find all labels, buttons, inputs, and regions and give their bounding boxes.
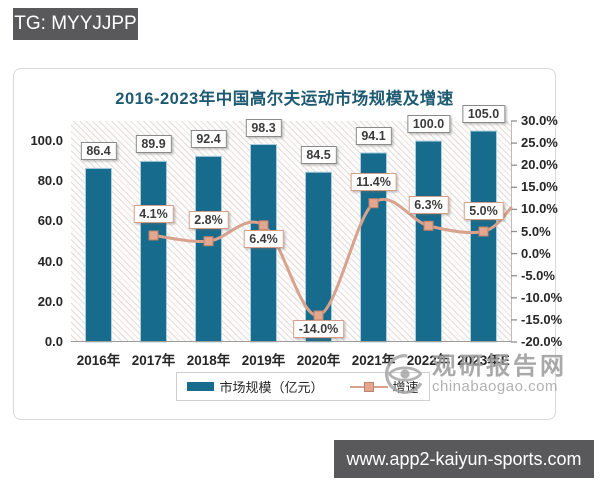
bar-swatch-icon	[187, 382, 215, 391]
chart-card: 2016-2023年中国高尔夫运动市场规模及增速 86.4 89.9 92.4 98.…	[13, 68, 562, 420]
growth-value-label: 11.4%	[350, 173, 397, 192]
left-axis-tick-label: 80.0	[37, 173, 63, 189]
legend-item-growth: 增速	[349, 377, 419, 396]
url-badge-text: www.app2-kaiyun-sports.com	[346, 448, 582, 469]
right-axis-tick-label: 10.0%	[521, 201, 558, 217]
left-axis-tick-label: 0.0	[44, 334, 63, 349]
growth-marker	[368, 198, 379, 209]
growth-marker	[478, 226, 489, 237]
right-axis-tick-label: 0.0%	[521, 245, 551, 261]
x-axis-tick-label: 2018年	[186, 353, 231, 368]
x-axis-tick-label: 2021年	[351, 353, 396, 368]
right-axis-tick-label: 30.0%	[521, 113, 558, 128]
right-axis-tick-label: 15.0%	[521, 179, 558, 195]
growth-value-label: 5.0%	[463, 201, 504, 220]
plot-area: 86.4 89.9 92.4 98.3 84.5 94.1 100.0 105.0 4.1% 2.…	[71, 105, 517, 343]
left-axis-tick-label: 60.0	[37, 213, 63, 229]
growth-value-label: 4.1%	[133, 205, 174, 224]
growth-line	[152, 197, 513, 317]
legend-item-market-size: 市场规模（亿元）	[187, 377, 324, 396]
right-axis-tick-label: 5.0%	[521, 223, 551, 239]
x-axis-tick-label: 2016年	[76, 353, 121, 368]
growth-marker	[148, 230, 159, 241]
bar-value-label: 98.3	[245, 118, 282, 137]
bar-value-label: 94.1	[355, 126, 392, 145]
left-axis-tick-label: 100.0	[30, 133, 63, 149]
growth-marker	[313, 310, 324, 321]
tg-badge: TG: MYYJJPP	[13, 8, 138, 40]
market-size-bar	[415, 140, 442, 343]
legend-label-growth: 增速	[392, 380, 419, 395]
growth-marker	[203, 236, 214, 247]
growth-marker	[423, 220, 434, 231]
bar-value-label: 100.0	[406, 115, 451, 134]
growth-value-label: 2.8%	[188, 211, 229, 230]
legend-label-market-size: 市场规模（亿元）	[219, 380, 324, 395]
chart-canvas	[71, 120, 517, 343]
x-axis-tick-label: 2020年	[296, 353, 341, 368]
x-axis-tick-label: 2017年	[131, 353, 176, 368]
growth-value-label: 6.4%	[243, 230, 284, 249]
growth-value-label: 6.3%	[408, 195, 449, 214]
growth-marker	[258, 220, 269, 231]
right-axis-tick-label: 25.0%	[521, 135, 558, 151]
chart-title: 2016-2023年中国高尔夫运动市场规模及增速	[115, 90, 454, 108]
bar-value-label: 89.9	[135, 135, 172, 154]
bar-value-label: 105.0	[461, 105, 506, 124]
bar-value-label: 86.4	[80, 142, 117, 161]
x-axis-tick-label: 2019年	[241, 353, 286, 368]
market-size-bar	[195, 155, 222, 343]
right-axis-tick-label: -10.0%	[521, 289, 563, 305]
left-axis-tick-label: 20.0	[37, 293, 63, 309]
market-size-bar	[85, 167, 112, 343]
market-size-bar	[470, 130, 497, 343]
right-axis-tick-label: 20.0%	[521, 157, 558, 173]
bar-value-label: 84.5	[300, 146, 337, 165]
legend: 市场规模（亿元） 增速	[176, 372, 430, 401]
right-axis-tick-label: -20.0%	[521, 334, 563, 349]
left-axis-tick-label: 40.0	[37, 253, 63, 269]
growth-value-label: -14.0%	[292, 320, 345, 339]
market-size-bar	[140, 160, 167, 343]
x-axis-tick-label: 2022年	[406, 353, 451, 368]
line-marker-swatch-icon	[349, 382, 388, 392]
bar-value-label: 92.4	[190, 130, 227, 149]
url-badge: www.app2-kaiyun-sports.com	[334, 440, 594, 478]
x-axis-tick-label: 2023年E	[457, 353, 510, 368]
right-axis-tick-label: -5.0%	[521, 267, 555, 283]
tg-badge-text: TG: MYYJJPP	[14, 13, 137, 34]
right-axis-tick-label: -15.0%	[521, 311, 563, 327]
